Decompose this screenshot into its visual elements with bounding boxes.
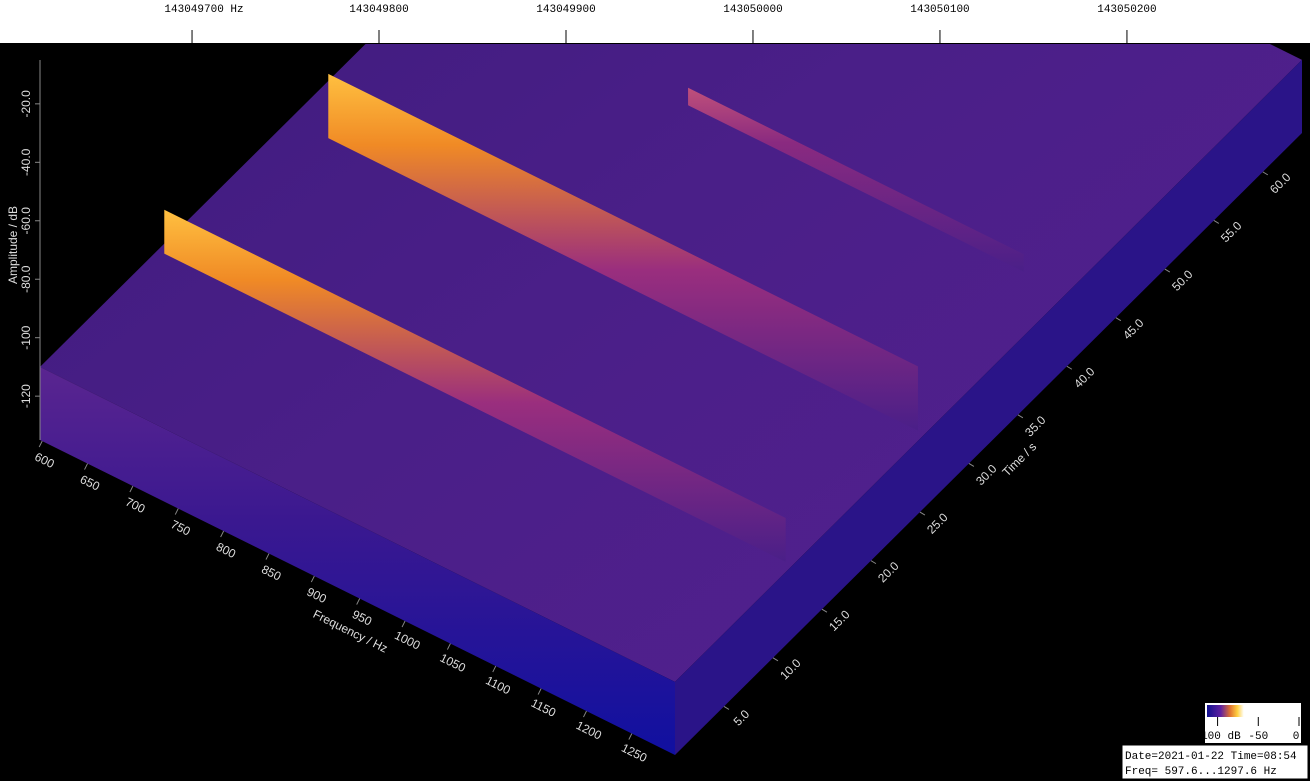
top-tick-label: 143049800 bbox=[349, 4, 408, 16]
x-tick bbox=[84, 463, 88, 470]
t-tick-label: 55.0 bbox=[1218, 218, 1245, 245]
x-tick bbox=[310, 575, 315, 583]
top-tick-label: 143049700 Hz bbox=[164, 4, 243, 16]
y-tick-label: -20.0 bbox=[19, 90, 33, 118]
x-tick-label: 1200 bbox=[574, 718, 604, 743]
colorbar bbox=[1207, 705, 1299, 717]
front-face bbox=[40, 366, 675, 755]
t-tick-label: 35.0 bbox=[1022, 413, 1049, 440]
x-tick bbox=[401, 620, 406, 628]
x-tick bbox=[129, 485, 134, 493]
time-label: Time / s bbox=[1000, 440, 1040, 480]
x-tick-label: 1000 bbox=[392, 628, 422, 653]
x-tick bbox=[628, 733, 633, 740]
x-tick bbox=[220, 530, 225, 538]
t-tick-label: 60.0 bbox=[1267, 170, 1294, 197]
t-tick bbox=[919, 511, 926, 516]
x-tick bbox=[38, 440, 43, 448]
top-tick-label: 143049900 bbox=[536, 4, 595, 16]
top-ruler bbox=[0, 0, 1310, 44]
t-tick bbox=[870, 560, 877, 565]
colorbar-label: -50 bbox=[1248, 731, 1268, 743]
x-tick-label: 900 bbox=[305, 585, 329, 607]
t-tick-label: 40.0 bbox=[1071, 364, 1098, 391]
signal-ridge bbox=[164, 209, 786, 562]
t-tick-label: 10.0 bbox=[777, 656, 804, 683]
t-tick-label: 30.0 bbox=[973, 461, 1000, 488]
x-tick-label: 1250 bbox=[619, 741, 649, 766]
x-tick bbox=[537, 688, 542, 695]
x-tick bbox=[446, 643, 451, 650]
x-tick bbox=[492, 665, 497, 673]
x-tick bbox=[174, 508, 179, 515]
t-tick-label: 20.0 bbox=[875, 559, 902, 586]
info-freq: Freq= 597.6...1297.6 Hz bbox=[1125, 766, 1277, 778]
right-face bbox=[675, 59, 1302, 755]
y-tick-label: -60.0 bbox=[19, 207, 33, 235]
x-tick-label: 600 bbox=[32, 450, 56, 472]
x-tick-label: 1050 bbox=[438, 651, 468, 676]
info-date: Date=2021-01-22 Time=08:54 bbox=[1125, 751, 1297, 763]
t-tick-label: 5.0 bbox=[731, 707, 753, 729]
x-tick-label: 1100 bbox=[483, 673, 513, 697]
top-tick-label: 143050000 bbox=[723, 4, 782, 16]
t-tick bbox=[1164, 268, 1171, 273]
signal-ridge bbox=[688, 87, 1024, 272]
t-tick bbox=[968, 463, 975, 467]
t-tick bbox=[1115, 317, 1122, 322]
signal-ridge bbox=[328, 73, 918, 431]
t-tick bbox=[821, 608, 828, 613]
y-tick-label: -40.0 bbox=[19, 148, 33, 176]
top-tick-label: 143050100 bbox=[910, 4, 969, 16]
frequency-label: Frequency / Hz bbox=[311, 607, 390, 656]
y-tick-label: -80.0 bbox=[19, 265, 33, 293]
x-tick bbox=[583, 710, 587, 718]
plot-area bbox=[40, 44, 1302, 755]
y-tick-label: -100 bbox=[19, 325, 33, 349]
noise-surface bbox=[40, 44, 1302, 682]
info-box bbox=[1121, 744, 1309, 780]
top-tick-label: 143050200 bbox=[1097, 4, 1156, 16]
t-tick bbox=[723, 705, 730, 710]
t-tick bbox=[1262, 171, 1269, 176]
t-tick bbox=[772, 657, 779, 662]
t-tick-label: 25.0 bbox=[924, 510, 951, 537]
x-tick-label: 750 bbox=[169, 517, 193, 539]
t-tick-label: 15.0 bbox=[826, 607, 853, 634]
x-tick-label: 650 bbox=[78, 472, 102, 494]
x-tick bbox=[356, 598, 361, 605]
y-tick-label: -120 bbox=[19, 384, 33, 408]
colorbar-label: -100 dB bbox=[1194, 731, 1241, 743]
x-tick bbox=[265, 553, 270, 560]
t-tick-label: 45.0 bbox=[1120, 316, 1147, 343]
x-tick-label: 800 bbox=[214, 540, 238, 562]
t-tick-label: 50.0 bbox=[1169, 267, 1196, 294]
amplitude-label: Amplitude / dB bbox=[6, 206, 20, 284]
t-tick bbox=[1213, 220, 1220, 224]
colorbar-label: 0 bbox=[1293, 731, 1300, 743]
t-tick bbox=[1066, 365, 1073, 370]
x-tick-label: 700 bbox=[123, 495, 147, 517]
x-tick-label: 850 bbox=[259, 562, 283, 584]
x-tick-label: 1150 bbox=[529, 696, 559, 720]
t-tick bbox=[1017, 414, 1024, 419]
